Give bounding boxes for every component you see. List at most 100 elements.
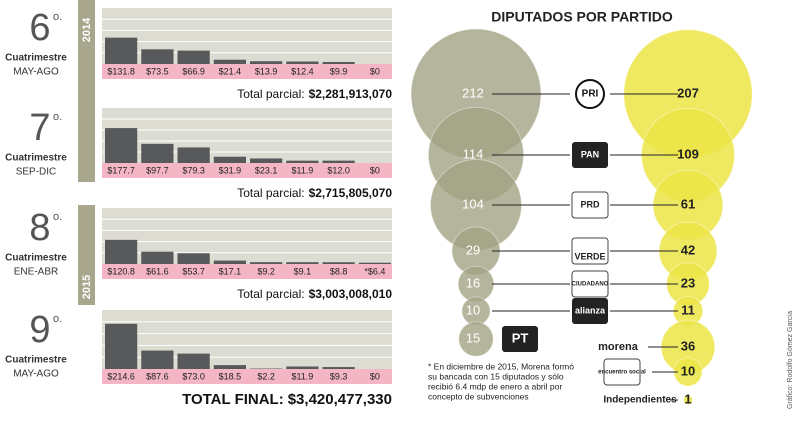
total-value: $2,715,805,070 — [309, 186, 393, 200]
bar — [286, 161, 318, 163]
bar — [178, 51, 210, 64]
bar — [214, 60, 246, 64]
value-label: $21.4 — [219, 66, 242, 76]
total: Total parcial:$3,003,008,010 — [237, 287, 392, 301]
bar — [214, 365, 246, 369]
bar — [141, 144, 173, 163]
total: Total parcial: $2,715,805,070 — [237, 186, 392, 200]
seat-count: 114 — [463, 146, 484, 161]
party-name: PT — [512, 330, 529, 345]
party-name: alianza — [575, 305, 606, 315]
credit: Gráfico: Rodolfo Gómez García — [787, 311, 794, 409]
value-label: *$6.4 — [364, 266, 385, 276]
seat-count: 23 — [681, 275, 695, 290]
seat-count: 29 — [466, 242, 480, 257]
value-label: $177.7 — [107, 165, 135, 175]
period: SEP-DIC — [16, 167, 57, 178]
period-label: Cuatrimestre — [5, 355, 67, 366]
seat-count: 16 — [466, 275, 480, 290]
value-label: $0 — [370, 66, 380, 76]
value-label: $61.6 — [146, 266, 169, 276]
total-value: $3,420,477,330 — [288, 391, 392, 408]
value-label: $9.1 — [294, 266, 312, 276]
bar — [178, 147, 210, 163]
value-label: $0 — [370, 371, 380, 381]
seat-count: 61 — [681, 196, 695, 211]
seat-count: 207 — [677, 85, 699, 100]
footnote: su bancada con 15 diputados y sólo — [428, 371, 564, 381]
value-label: $2.2 — [257, 371, 275, 381]
bar — [105, 240, 137, 264]
value-label: $23.1 — [255, 165, 278, 175]
value-label: $11.9 — [291, 165, 313, 175]
party-name: PRD — [580, 199, 600, 209]
seat-count: 104 — [462, 196, 484, 211]
value-label: $11.9 — [291, 371, 313, 381]
bar — [214, 157, 246, 163]
ordinal-suffix: o. — [53, 211, 62, 223]
seat-count: 109 — [677, 146, 699, 161]
bar — [323, 262, 355, 264]
seat-count: 36 — [681, 338, 695, 353]
value-label: $9.9 — [330, 66, 348, 76]
value-label: $87.6 — [146, 371, 169, 381]
total: TOTAL FINAL:$3,420,477,330 — [182, 391, 392, 408]
ordinal-suffix: o. — [53, 11, 62, 23]
total-label: Total parcial: — [237, 87, 304, 101]
period: MAY-AGO — [13, 67, 59, 78]
total-label: Total parcial: — [237, 186, 304, 200]
value-label: $9.2 — [257, 266, 275, 276]
ordinal-suffix: o. — [53, 313, 62, 325]
bar — [178, 354, 210, 369]
value-label: $9.3 — [330, 371, 348, 381]
party-name: VERDE — [574, 251, 605, 261]
ordinal: 7 — [29, 107, 50, 149]
value-label: $12.0 — [327, 165, 350, 175]
period: MAY-AGO — [13, 369, 59, 380]
bar — [286, 366, 318, 369]
value-label: $73.5 — [146, 66, 169, 76]
seat-count: 42 — [681, 242, 695, 257]
period: ENE-ABR — [14, 267, 58, 278]
seat-count: 10 — [466, 302, 480, 317]
chart-title: DIPUTADOS POR PARTIDO — [491, 9, 673, 25]
total-value: $2,281,913,070 — [309, 87, 393, 101]
party-name: PRI — [582, 89, 599, 100]
bar — [359, 263, 391, 264]
footnote: recibió 6.4 mdp de enero a abril por — [428, 381, 562, 391]
value-label: $73.0 — [182, 371, 205, 381]
total-label: TOTAL FINAL: — [182, 391, 284, 408]
seat-count: 11 — [681, 302, 695, 317]
bar — [286, 262, 318, 264]
bar — [214, 261, 246, 264]
year-label: 2014 — [81, 17, 93, 42]
value-label: $0 — [370, 165, 380, 175]
total: Total parcial: $2,281,913,070 — [237, 87, 392, 101]
footnote: * En diciembre de 2015, Morena formó — [428, 361, 574, 371]
bar — [323, 161, 355, 163]
seat-count: 212 — [462, 85, 484, 100]
value-label: $12.4 — [291, 66, 314, 76]
bar — [286, 62, 318, 64]
bar — [323, 62, 355, 64]
party-name: PAN — [581, 149, 599, 159]
seat-count: 1 — [684, 391, 691, 406]
bar — [178, 253, 210, 264]
value-label: $131.8 — [107, 66, 135, 76]
ordinal: 6 — [29, 7, 50, 49]
bar — [105, 324, 137, 369]
party-name: CIUDADANO — [572, 282, 609, 288]
value-label: $66.9 — [182, 66, 205, 76]
value-label: $214.6 — [107, 371, 135, 381]
bar — [323, 367, 355, 369]
value-label: $18.5 — [219, 371, 242, 381]
bar — [250, 61, 282, 64]
bar — [250, 262, 282, 264]
year-label: 2015 — [81, 275, 93, 299]
value-label: $17.1 — [219, 266, 242, 276]
bar — [141, 351, 173, 369]
bar — [105, 38, 137, 64]
ordinal: 8 — [29, 207, 50, 249]
value-label: $97.7 — [146, 165, 169, 175]
